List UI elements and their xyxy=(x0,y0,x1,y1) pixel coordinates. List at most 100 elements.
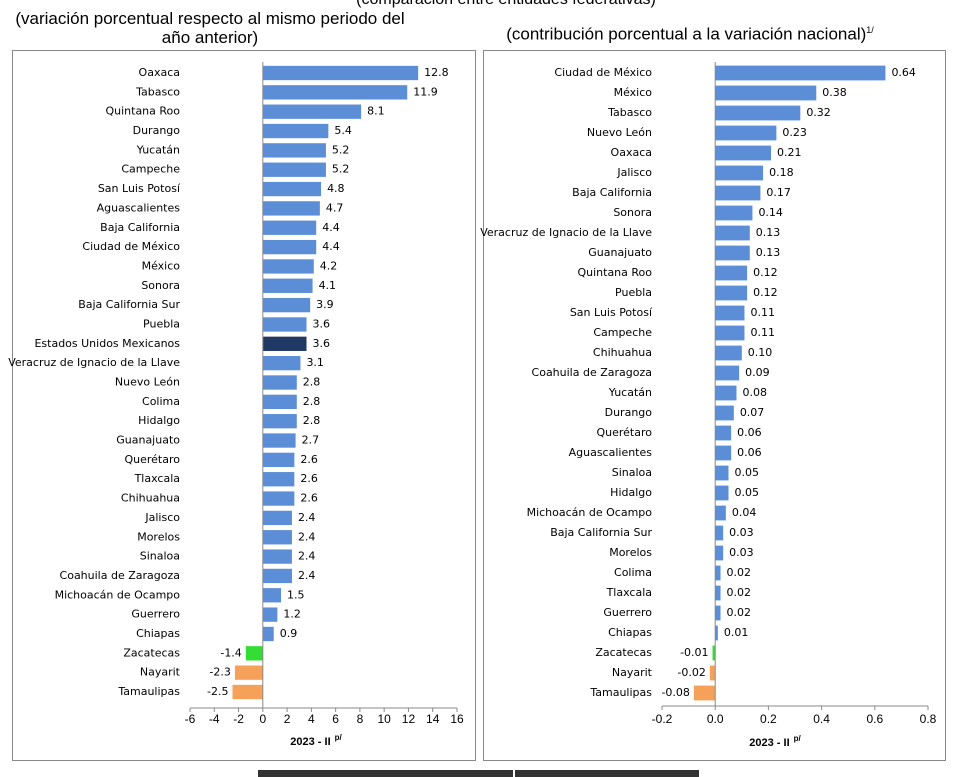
value-label: 5.4 xyxy=(334,124,352,137)
category-label: Yucatán xyxy=(608,386,652,399)
bar xyxy=(262,530,292,545)
x-tick-label: 0.8 xyxy=(920,712,937,726)
bar xyxy=(262,452,295,468)
bar xyxy=(715,505,726,521)
bar xyxy=(712,645,716,661)
category-label: Quintana Roo xyxy=(105,105,180,118)
bar xyxy=(262,414,297,429)
category-label: Coahuila de Zaragoza xyxy=(532,366,652,379)
bar xyxy=(262,491,295,506)
category-label: México xyxy=(614,86,653,99)
value-label: 0.17 xyxy=(766,186,791,199)
bar xyxy=(262,510,292,526)
category-label: Oaxaca xyxy=(139,66,180,79)
x-tick-label: -0.2 xyxy=(652,712,673,726)
bar xyxy=(262,568,292,584)
value-label: 12.8 xyxy=(424,66,449,79)
bar xyxy=(262,162,326,177)
x-axis-label-main: 2023 - II xyxy=(290,736,330,748)
x-tick-label: 0.4 xyxy=(813,712,830,726)
category-label: Sinaloa xyxy=(140,550,180,563)
subtitle-wrap: (contribución porcentual a la variación … xyxy=(480,21,900,44)
value-label: 0.23 xyxy=(782,126,807,139)
category-label: Aguascalientes xyxy=(97,201,181,214)
value-label: 0.02 xyxy=(727,566,752,579)
bar xyxy=(715,405,734,421)
category-label: Campeche xyxy=(593,326,652,339)
value-label: 0.05 xyxy=(735,466,760,479)
value-label: 2.8 xyxy=(303,395,321,408)
bar xyxy=(715,185,761,201)
bar xyxy=(715,325,745,341)
category-label: Michoacán de Ocampo xyxy=(55,588,181,601)
bar xyxy=(262,220,317,235)
panel-frame xyxy=(12,50,476,761)
value-label: 5.2 xyxy=(332,143,350,156)
category-label: Coahuila de Zaragoza xyxy=(60,569,180,582)
category-label: Tabasco xyxy=(607,106,652,119)
bar xyxy=(715,425,732,441)
value-label: 11.9 xyxy=(413,85,438,98)
value-label: 2.6 xyxy=(300,492,318,505)
x-axis-label-sup: p/ xyxy=(794,734,802,743)
value-label: 0.13 xyxy=(756,226,781,239)
bar xyxy=(715,205,753,221)
category-label: Veracruz de Ignacio de la Llave xyxy=(8,356,180,369)
category-label: Quintana Roo xyxy=(577,266,652,279)
category-label: Puebla xyxy=(615,286,652,299)
x-tick-label: 14 xyxy=(426,712,440,726)
category-label: Nuevo León xyxy=(115,376,180,389)
bar xyxy=(262,433,296,448)
bar xyxy=(715,305,745,321)
value-label: 2.7 xyxy=(302,434,320,447)
value-label: 1.5 xyxy=(287,588,305,601)
value-label: -0.08 xyxy=(661,686,689,699)
category-label: Chihuahua xyxy=(121,492,180,505)
category-label: Querétaro xyxy=(596,426,652,439)
value-label: 0.04 xyxy=(732,506,757,519)
category-label: Puebla xyxy=(143,317,180,330)
bar xyxy=(693,685,716,701)
bar xyxy=(262,394,297,410)
category-label: Guanajuato xyxy=(116,434,180,447)
bar xyxy=(245,646,263,661)
bar xyxy=(262,259,314,274)
value-label: 4.7 xyxy=(326,201,344,214)
bar xyxy=(262,85,408,100)
category-label: Tamaulipas xyxy=(589,686,652,699)
category-label: Sonora xyxy=(613,206,652,219)
bar xyxy=(262,472,295,487)
value-label: 0.32 xyxy=(806,106,831,119)
category-label: Campeche xyxy=(121,163,180,176)
bar xyxy=(715,585,721,601)
bar xyxy=(234,665,263,680)
value-label: 0.38 xyxy=(822,86,847,99)
value-label: 0.14 xyxy=(758,206,783,219)
value-label: 0.03 xyxy=(729,546,754,559)
bar xyxy=(262,201,320,216)
bar xyxy=(715,605,721,621)
value-label: -2.5 xyxy=(207,685,228,698)
x-tick-label: -4 xyxy=(209,712,220,726)
bar xyxy=(262,626,274,642)
value-label: 2.4 xyxy=(298,550,316,563)
category-label: Durango xyxy=(605,406,653,419)
bar xyxy=(262,278,313,293)
category-label: Nuevo León xyxy=(587,126,652,139)
category-label: Guerrero xyxy=(131,608,180,621)
bar xyxy=(715,165,764,181)
value-label: 0.06 xyxy=(737,446,762,459)
bar xyxy=(715,445,732,461)
bar xyxy=(709,665,716,681)
value-label: 2.4 xyxy=(298,569,316,582)
value-label: 0.02 xyxy=(727,586,752,599)
bar xyxy=(715,525,724,541)
category-label: Aguascalientes xyxy=(569,446,653,459)
bar xyxy=(232,684,263,700)
value-label: 1.2 xyxy=(283,608,301,621)
bar xyxy=(262,104,362,119)
value-label: -2.3 xyxy=(209,666,230,679)
category-label: Jalisco xyxy=(616,166,652,179)
